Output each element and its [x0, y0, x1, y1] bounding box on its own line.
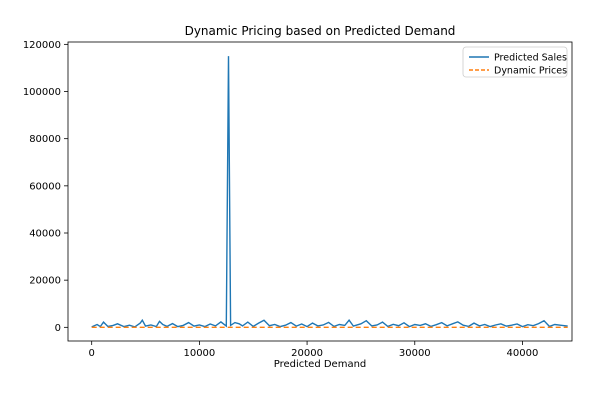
chart-title: Dynamic Pricing based on Predicted Deman… [185, 24, 456, 38]
x-axis-label: Predicted Demand [274, 359, 367, 370]
y-tick-label: 40000 [29, 229, 61, 240]
x-tick-label: 30000 [399, 348, 431, 359]
y-tick-label: 80000 [29, 134, 61, 145]
y-tick-label: 120000 [23, 40, 61, 51]
x-tick-label: 10000 [183, 348, 215, 359]
legend-entry: Dynamic Prices [494, 66, 567, 77]
axes-frame [67, 41, 573, 342]
y-tick-label: 0 [55, 323, 61, 334]
series-line-0 [91, 56, 568, 328]
x-tick-label: 40000 [507, 348, 539, 359]
y-tick-label: 20000 [29, 276, 61, 287]
legend-entry: Predicted Sales [494, 53, 567, 64]
x-axis: 0 10000 20000 30000 40000 [89, 341, 539, 359]
y-axis: 0 20000 40000 60000 80000 100000 120000 [23, 40, 68, 334]
x-tick-label: 20000 [291, 348, 323, 359]
plot-area [67, 41, 573, 342]
legend: Predicted Sales Dynamic Prices [462, 46, 568, 78]
y-tick-label: 100000 [23, 87, 61, 98]
x-tick-label: 0 [89, 348, 95, 359]
y-tick-label: 60000 [29, 181, 61, 192]
